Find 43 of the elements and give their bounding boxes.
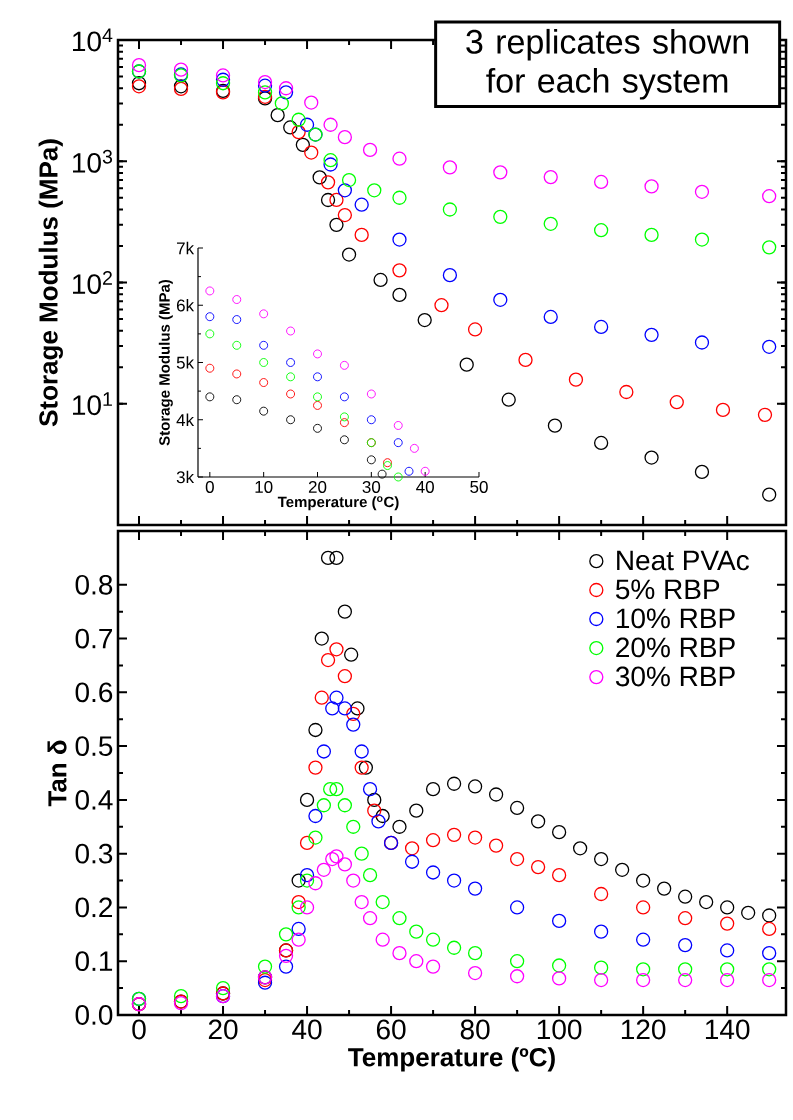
x-tick-label: 60 [376, 1019, 406, 1040]
y-tick-label: 5k [176, 356, 195, 369]
y-axis-title: Storage Modulus (MPa) [158, 279, 173, 446]
legend-label: 30% RBP [615, 666, 735, 687]
y-tick-label: 0.3 [75, 843, 113, 864]
y-axis-title: Storage Modulus (MPa) [38, 139, 63, 427]
y-tick-label: 0.8 [75, 574, 113, 595]
x-tick-label: 80 [460, 1019, 490, 1040]
y-tick-label: 10$^{1}$ [73, 392, 112, 416]
y-tick-label: 0.5 [75, 736, 113, 757]
x-tick-label: 0 [205, 480, 214, 493]
x-tick-label: 10 [255, 480, 273, 493]
x-tick-label: 0 [132, 1019, 146, 1040]
x-tick-label: 40 [416, 480, 434, 493]
y-axis-title: Tan δ [47, 740, 67, 807]
x-tick-label: 100 [537, 1019, 582, 1040]
x-tick-label: 20 [208, 1019, 238, 1040]
y-tick-label: 0.4 [75, 789, 113, 810]
y-tick-label: 10$^{4}$ [73, 28, 113, 52]
y-tick-label: 0.1 [75, 951, 113, 972]
x-tick-label: 40 [292, 1019, 322, 1040]
y-tick-label: 10$^{3}$ [73, 149, 113, 173]
legend-label: Neat PVAc [617, 550, 749, 571]
y-tick-label: 4k [176, 413, 195, 426]
x-tick-label: 140 [705, 1019, 750, 1040]
y-tick-label: 0.6 [75, 682, 113, 703]
y-tick-label: 7k [176, 241, 195, 255]
x-tick-label: 20 [308, 480, 327, 493]
y-tick-label: 3k [176, 470, 195, 484]
y-tick-label: 6k [176, 299, 195, 312]
legend-label: 10% RBP [616, 608, 735, 629]
y-tick-label: 0.2 [75, 897, 113, 918]
x-tick-label: 120 [621, 1019, 666, 1040]
y-tick-label: 0.0 [75, 1005, 113, 1025]
legend-label: 20% RBP [616, 637, 735, 658]
x-axis-title: Temperature (ºC) [348, 1047, 555, 1072]
y-tick-label: 10$^{2}$ [73, 271, 112, 294]
legend-label: 5% RBP [615, 579, 720, 600]
y-tick-label: 0.7 [75, 628, 113, 649]
x-tick-label: 30 [362, 480, 381, 493]
x-tick-label: 50 [470, 480, 488, 493]
annotation: 3 replicates shown for each system [466, 28, 749, 100]
x-axis-title: Temperature ($^{o}$C) [277, 496, 399, 511]
